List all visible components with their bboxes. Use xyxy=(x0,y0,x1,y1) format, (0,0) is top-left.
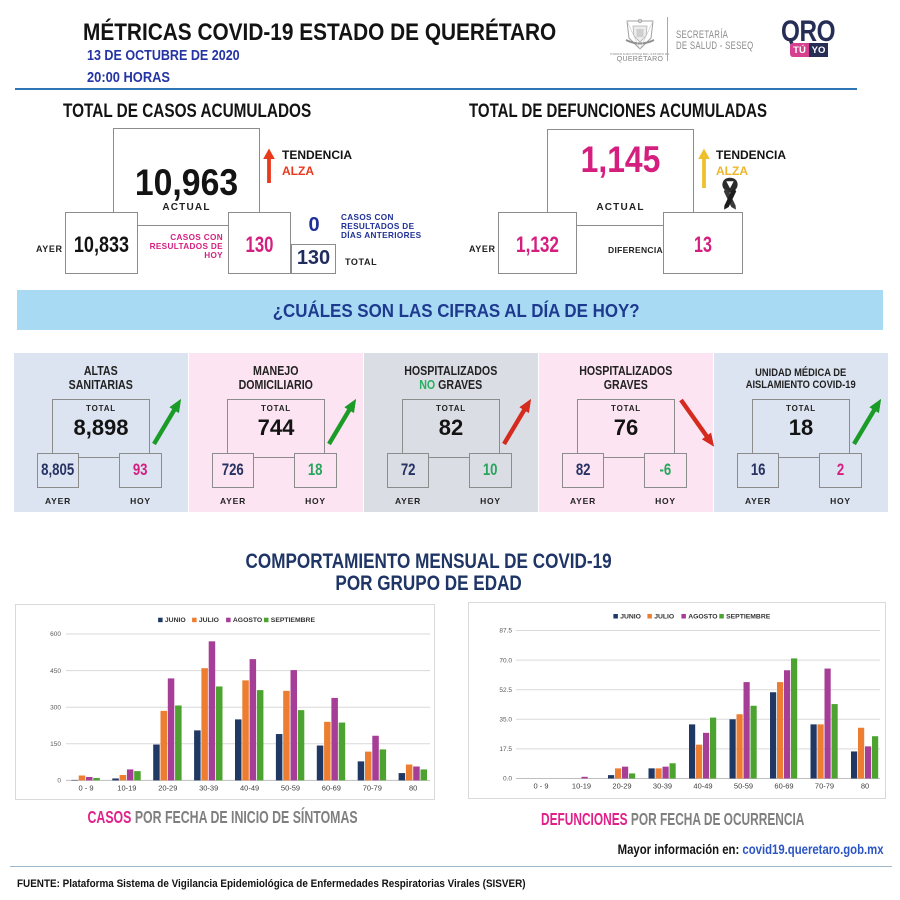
svg-text:0 - 9: 0 - 9 xyxy=(533,782,548,791)
svg-text:AGOSTO: AGOSTO xyxy=(688,614,717,621)
svg-text:10-19: 10-19 xyxy=(117,783,136,792)
svg-text:JULIO: JULIO xyxy=(199,617,219,624)
svg-text:30-39: 30-39 xyxy=(199,783,218,792)
svg-text:70-79: 70-79 xyxy=(363,783,382,792)
svg-text:60-69: 60-69 xyxy=(774,782,793,791)
svg-text:SEPTIEMBRE: SEPTIEMBRE xyxy=(271,617,316,624)
svg-text:40-49: 40-49 xyxy=(693,782,712,791)
svg-text:80: 80 xyxy=(409,783,417,792)
svg-text:JUNIO: JUNIO xyxy=(165,617,186,624)
svg-text:70-79: 70-79 xyxy=(815,782,834,791)
svg-text:70.0: 70.0 xyxy=(499,657,512,664)
svg-text:50-59: 50-59 xyxy=(734,782,753,791)
svg-text:SEPTIEMBRE: SEPTIEMBRE xyxy=(726,614,771,621)
svg-text:87.5: 87.5 xyxy=(499,628,512,635)
svg-text:20-29: 20-29 xyxy=(158,783,177,792)
svg-text:0.0: 0.0 xyxy=(503,776,512,783)
svg-text:52.5: 52.5 xyxy=(499,687,512,694)
svg-text:50-59: 50-59 xyxy=(281,783,300,792)
svg-text:JULIO: JULIO xyxy=(654,614,674,621)
svg-text:17.5: 17.5 xyxy=(499,746,512,753)
svg-text:40-49: 40-49 xyxy=(240,783,259,792)
svg-text:20-29: 20-29 xyxy=(612,782,631,791)
svg-text:35.0: 35.0 xyxy=(499,717,512,724)
svg-text:10-19: 10-19 xyxy=(572,782,591,791)
svg-text:0 - 9: 0 - 9 xyxy=(78,783,93,792)
svg-text:600: 600 xyxy=(50,631,61,638)
svg-text:150: 150 xyxy=(50,741,61,748)
svg-text:AGOSTO: AGOSTO xyxy=(233,617,262,624)
svg-text:450: 450 xyxy=(50,668,61,675)
svg-text:60-69: 60-69 xyxy=(322,783,341,792)
svg-text:JUNIO: JUNIO xyxy=(620,614,641,621)
svg-text:30-39: 30-39 xyxy=(653,782,672,791)
svg-text:300: 300 xyxy=(50,704,61,711)
svg-text:80: 80 xyxy=(861,782,869,791)
svg-text:0: 0 xyxy=(57,778,61,785)
